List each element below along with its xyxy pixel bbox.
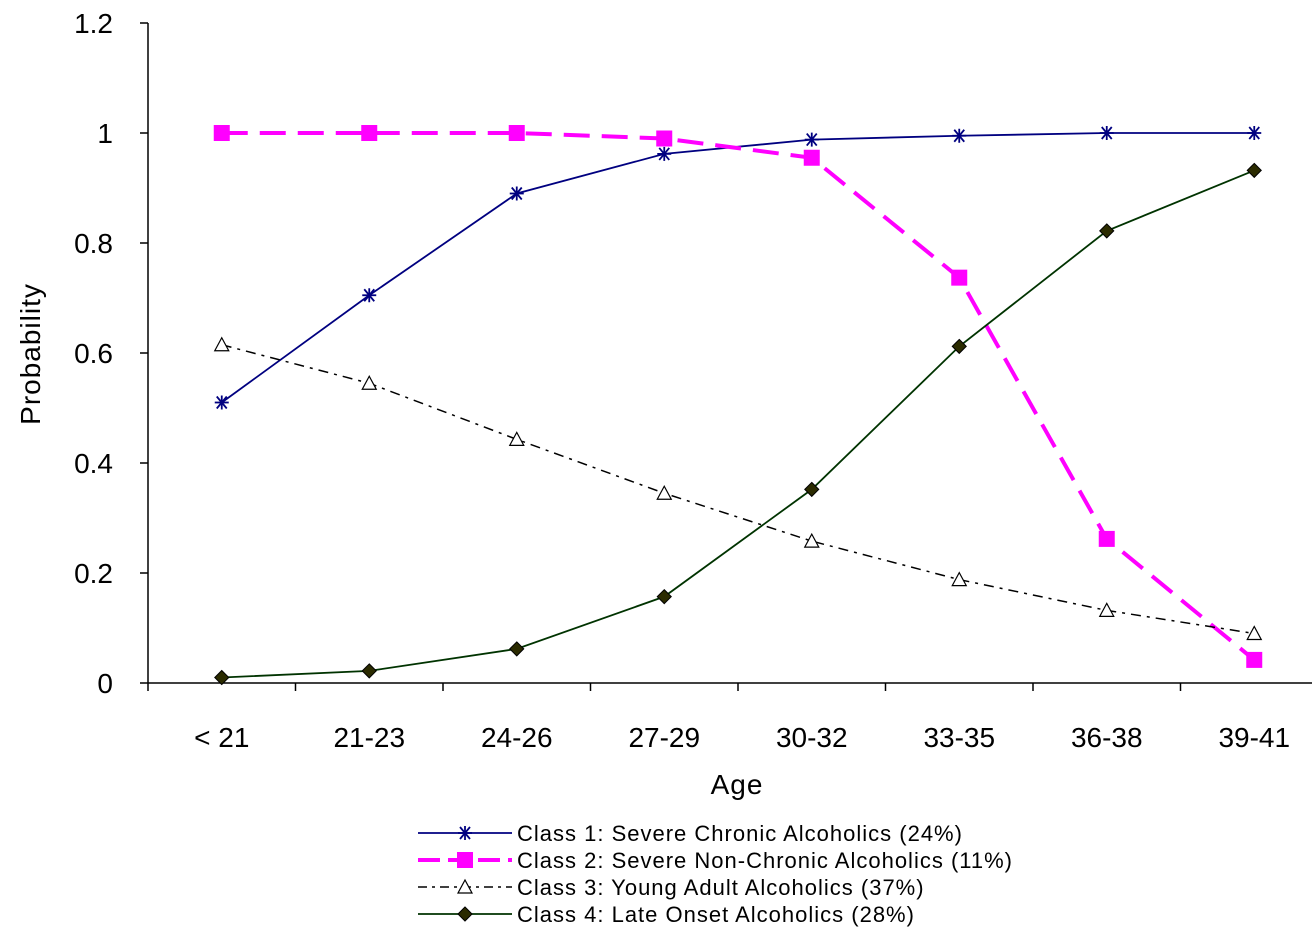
x-tick-label: 36-38 [1071, 722, 1143, 753]
tick-labels: 0 0.2 0.4 0.6 0.8 1 1.2 < 21 21-23 24-26 27-29 30-3… [74, 8, 1290, 753]
legend-swatch-marker [457, 906, 473, 922]
y-tick-label: 0.6 [74, 338, 113, 369]
series-3-point [508, 431, 525, 446]
legend-swatch-marker [458, 826, 472, 840]
series-3-point [1246, 625, 1263, 641]
legend-item-2: Class 2: Severe Non-Chronic Alcoholics (… [418, 848, 1013, 873]
legend-label: Class 2: Severe Non-Chronic Alcoholics (… [517, 848, 1013, 873]
legend-label: Class 4: Late Onset Alcoholics (28%) [517, 902, 915, 927]
x-tick-label: 39-41 [1218, 722, 1290, 753]
series-4-point [509, 641, 525, 657]
series-3-line [221, 344, 1255, 635]
y-tick-label: 1 [97, 118, 113, 149]
legend-item-4: Class 4: Late Onset Alcoholics (28%) [418, 902, 915, 927]
series-2-point [1246, 651, 1263, 668]
series-4-point [951, 338, 967, 355]
x-tick-label: 30-32 [776, 722, 848, 753]
series-2-point [951, 269, 968, 286]
series-1-point [804, 132, 819, 147]
y-tick-label: 0.4 [74, 448, 113, 479]
legend-item-1: Class 1: Severe Chronic Alcoholics (24%) [418, 821, 963, 846]
series-2-point [361, 125, 378, 141]
y-tick-label: 0.8 [74, 228, 113, 259]
series-2-point [508, 125, 525, 141]
series-1-point [1099, 126, 1114, 140]
series-3-point [1098, 602, 1115, 618]
series-4-point [656, 588, 672, 605]
series-4 [214, 162, 1262, 686]
series-4-point [804, 481, 820, 498]
series-1-point [657, 146, 672, 161]
series-1-point [952, 128, 967, 143]
series-2-point [213, 125, 230, 141]
series-2-line [221, 131, 1256, 662]
series-3-point [803, 532, 820, 548]
series-1-point [362, 288, 377, 303]
x-tick-label: 27-29 [628, 722, 700, 753]
x-axis-title: Age [711, 769, 764, 800]
series-1-point [214, 395, 229, 410]
series-4-point [361, 663, 377, 679]
series-4-point [1246, 162, 1262, 179]
series-2-point [1098, 530, 1115, 547]
y-tick-label: 1.2 [74, 8, 113, 39]
x-tick-label: 21-23 [333, 722, 405, 753]
series-4-point [214, 669, 230, 686]
legend-item-3: Class 3: Young Adult Alcoholics (37%) [418, 875, 925, 900]
series-3-point [656, 484, 673, 500]
series-1-point [1247, 126, 1262, 140]
series-4-point [1099, 223, 1115, 239]
series-3-point [361, 374, 378, 390]
series-3-point [213, 336, 230, 352]
series-1-point [509, 186, 524, 201]
x-tick-label: 33-35 [923, 722, 995, 753]
legend-swatch-marker [456, 878, 474, 894]
axes [140, 22, 1312, 691]
series-1 [214, 126, 1262, 410]
y-tick-label: 0 [97, 668, 113, 699]
legend: Class 1: Severe Chronic Alcoholics (24%)… [418, 821, 1013, 927]
series-3-point [951, 571, 968, 587]
x-tick-label: < 21 [194, 722, 249, 753]
series-2-point [656, 130, 673, 147]
series-2 [213, 125, 1263, 668]
legend-swatch-marker [457, 852, 473, 868]
x-tick-label: 24-26 [481, 722, 553, 753]
y-tick-label: 0.2 [74, 558, 113, 589]
series-3 [213, 336, 1263, 641]
series-2-point [803, 149, 820, 166]
legend-label: Class 3: Young Adult Alcoholics (37%) [517, 875, 925, 900]
legend-label: Class 1: Severe Chronic Alcoholics (24%) [517, 821, 963, 846]
series-1-line [221, 132, 1255, 404]
series-group [213, 125, 1263, 686]
series-4-line [221, 169, 1255, 679]
y-axis-title: Probability [15, 283, 46, 425]
